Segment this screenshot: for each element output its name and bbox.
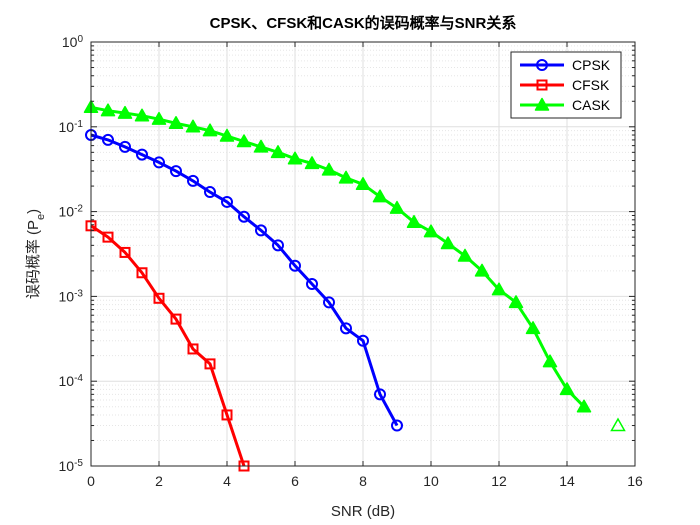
data-point-cask	[491, 282, 507, 296]
legend-marker-cpsk	[536, 59, 548, 71]
series-extra-3	[610, 417, 626, 432]
chart-title: CPSK、CFSK和CASK的误码概率与SNR关系	[210, 14, 517, 32]
data-point-cask	[117, 105, 133, 119]
data-point-cfsk	[136, 267, 148, 279]
y-tick-label: 10-4	[59, 373, 84, 390]
data-point-cpsk	[306, 278, 318, 291]
y-axis-label-subscript: e	[35, 214, 47, 220]
data-point-cpsk	[204, 186, 216, 199]
x-tick-label: 14	[559, 473, 575, 489]
y-axis-label-main: 误码概率 (P	[25, 220, 42, 299]
y-tick-label: 100	[62, 34, 84, 51]
data-point-cpsk	[272, 239, 284, 252]
data-point-cask	[270, 145, 286, 159]
data-point-cask	[389, 200, 405, 214]
grid	[91, 42, 635, 466]
data-point-cpsk	[323, 296, 335, 309]
data-point-cask	[236, 134, 252, 148]
data-point-cask	[576, 399, 592, 413]
series-cpsk	[85, 129, 403, 432]
data-point-cask	[287, 151, 303, 165]
data-point-cask	[151, 111, 167, 125]
data-point-cask	[185, 119, 201, 133]
series-line-cpsk	[90, 133, 399, 427]
data-point-cask	[100, 103, 116, 117]
legend-label-cask: CASK	[572, 97, 611, 113]
data-point-cpsk	[102, 133, 114, 146]
legend: CPSK CFSK CASK	[510, 51, 622, 119]
y-tick-label: 10-3	[59, 288, 84, 305]
data-point-cask	[219, 128, 235, 142]
data-point-cask	[338, 170, 354, 184]
data-point-cfsk	[119, 246, 131, 258]
data-point-cpsk	[340, 322, 352, 335]
data-point-cfsk	[204, 358, 216, 370]
axis-ticks: 0 2 4 6 8 10 12 14 16 10-5 10-4 10-3 10-2 10-1 100	[59, 34, 643, 490]
data-point-cpsk	[136, 148, 148, 161]
x-axis-label: SNR (dB)	[331, 503, 395, 520]
y-tick-label: 10-2	[59, 203, 84, 220]
data-point-cask	[321, 162, 337, 176]
data-point-cask	[355, 177, 371, 191]
data-point-cask	[423, 224, 439, 238]
legend-label-cfsk: CFSK	[572, 77, 610, 93]
series-group	[83, 100, 626, 472]
data-point-extra-3	[610, 417, 626, 432]
legend-item-cask: CASK	[520, 97, 611, 113]
data-point-cask	[168, 116, 184, 130]
data-point-cfsk	[221, 409, 233, 421]
data-point-cpsk	[289, 259, 301, 272]
series-line-cfsk	[90, 224, 246, 467]
data-point-cpsk	[221, 195, 233, 208]
x-tick-label: 0	[87, 473, 95, 489]
data-point-cask	[525, 321, 541, 335]
data-point-cask	[372, 189, 388, 203]
x-tick-label: 6	[291, 473, 299, 489]
data-point-cask	[457, 248, 473, 262]
data-point-cpsk	[119, 140, 131, 153]
data-point-cfsk	[102, 231, 114, 243]
data-point-cask	[474, 263, 490, 277]
x-tick-label: 10	[423, 473, 439, 489]
legend-marker-cfsk	[536, 79, 548, 91]
series-cask	[83, 100, 592, 413]
x-tick-label: 8	[359, 473, 367, 489]
x-tick-label: 2	[155, 473, 163, 489]
data-point-cask	[440, 236, 456, 250]
data-point-cpsk	[170, 165, 182, 178]
y-tick-label: 10-5	[59, 458, 84, 475]
x-tick-label: 4	[223, 473, 231, 489]
data-point-cfsk	[153, 292, 165, 304]
data-point-cask	[406, 214, 422, 228]
data-point-cfsk	[170, 313, 182, 325]
data-point-cpsk	[374, 388, 386, 401]
y-axis-label: 误码概率 (Pe)	[25, 209, 47, 299]
data-point-cask	[508, 295, 524, 309]
data-point-cask	[559, 382, 575, 396]
data-point-cask	[304, 156, 320, 170]
data-point-cask	[134, 108, 150, 122]
data-point-cpsk	[357, 334, 369, 347]
x-tick-label: 12	[491, 473, 507, 489]
x-tick-label: 16	[627, 473, 643, 489]
legend-marker-cask	[534, 97, 550, 111]
legend-item-cpsk: CPSK	[520, 57, 611, 73]
data-point-cask	[542, 354, 558, 368]
data-point-cpsk	[238, 210, 250, 223]
y-tick-label: 10-1	[59, 118, 84, 135]
legend-item-cfsk: CFSK	[520, 77, 610, 93]
data-point-cfsk	[187, 343, 199, 355]
data-point-cpsk	[187, 174, 199, 187]
data-point-cpsk	[153, 156, 165, 169]
legend-label-cpsk: CPSK	[572, 57, 611, 73]
y-axis-label-close: )	[25, 209, 42, 214]
data-point-cpsk	[255, 224, 267, 237]
data-point-cask	[253, 139, 269, 153]
data-point-cpsk	[391, 419, 403, 432]
data-point-cask	[202, 123, 218, 137]
